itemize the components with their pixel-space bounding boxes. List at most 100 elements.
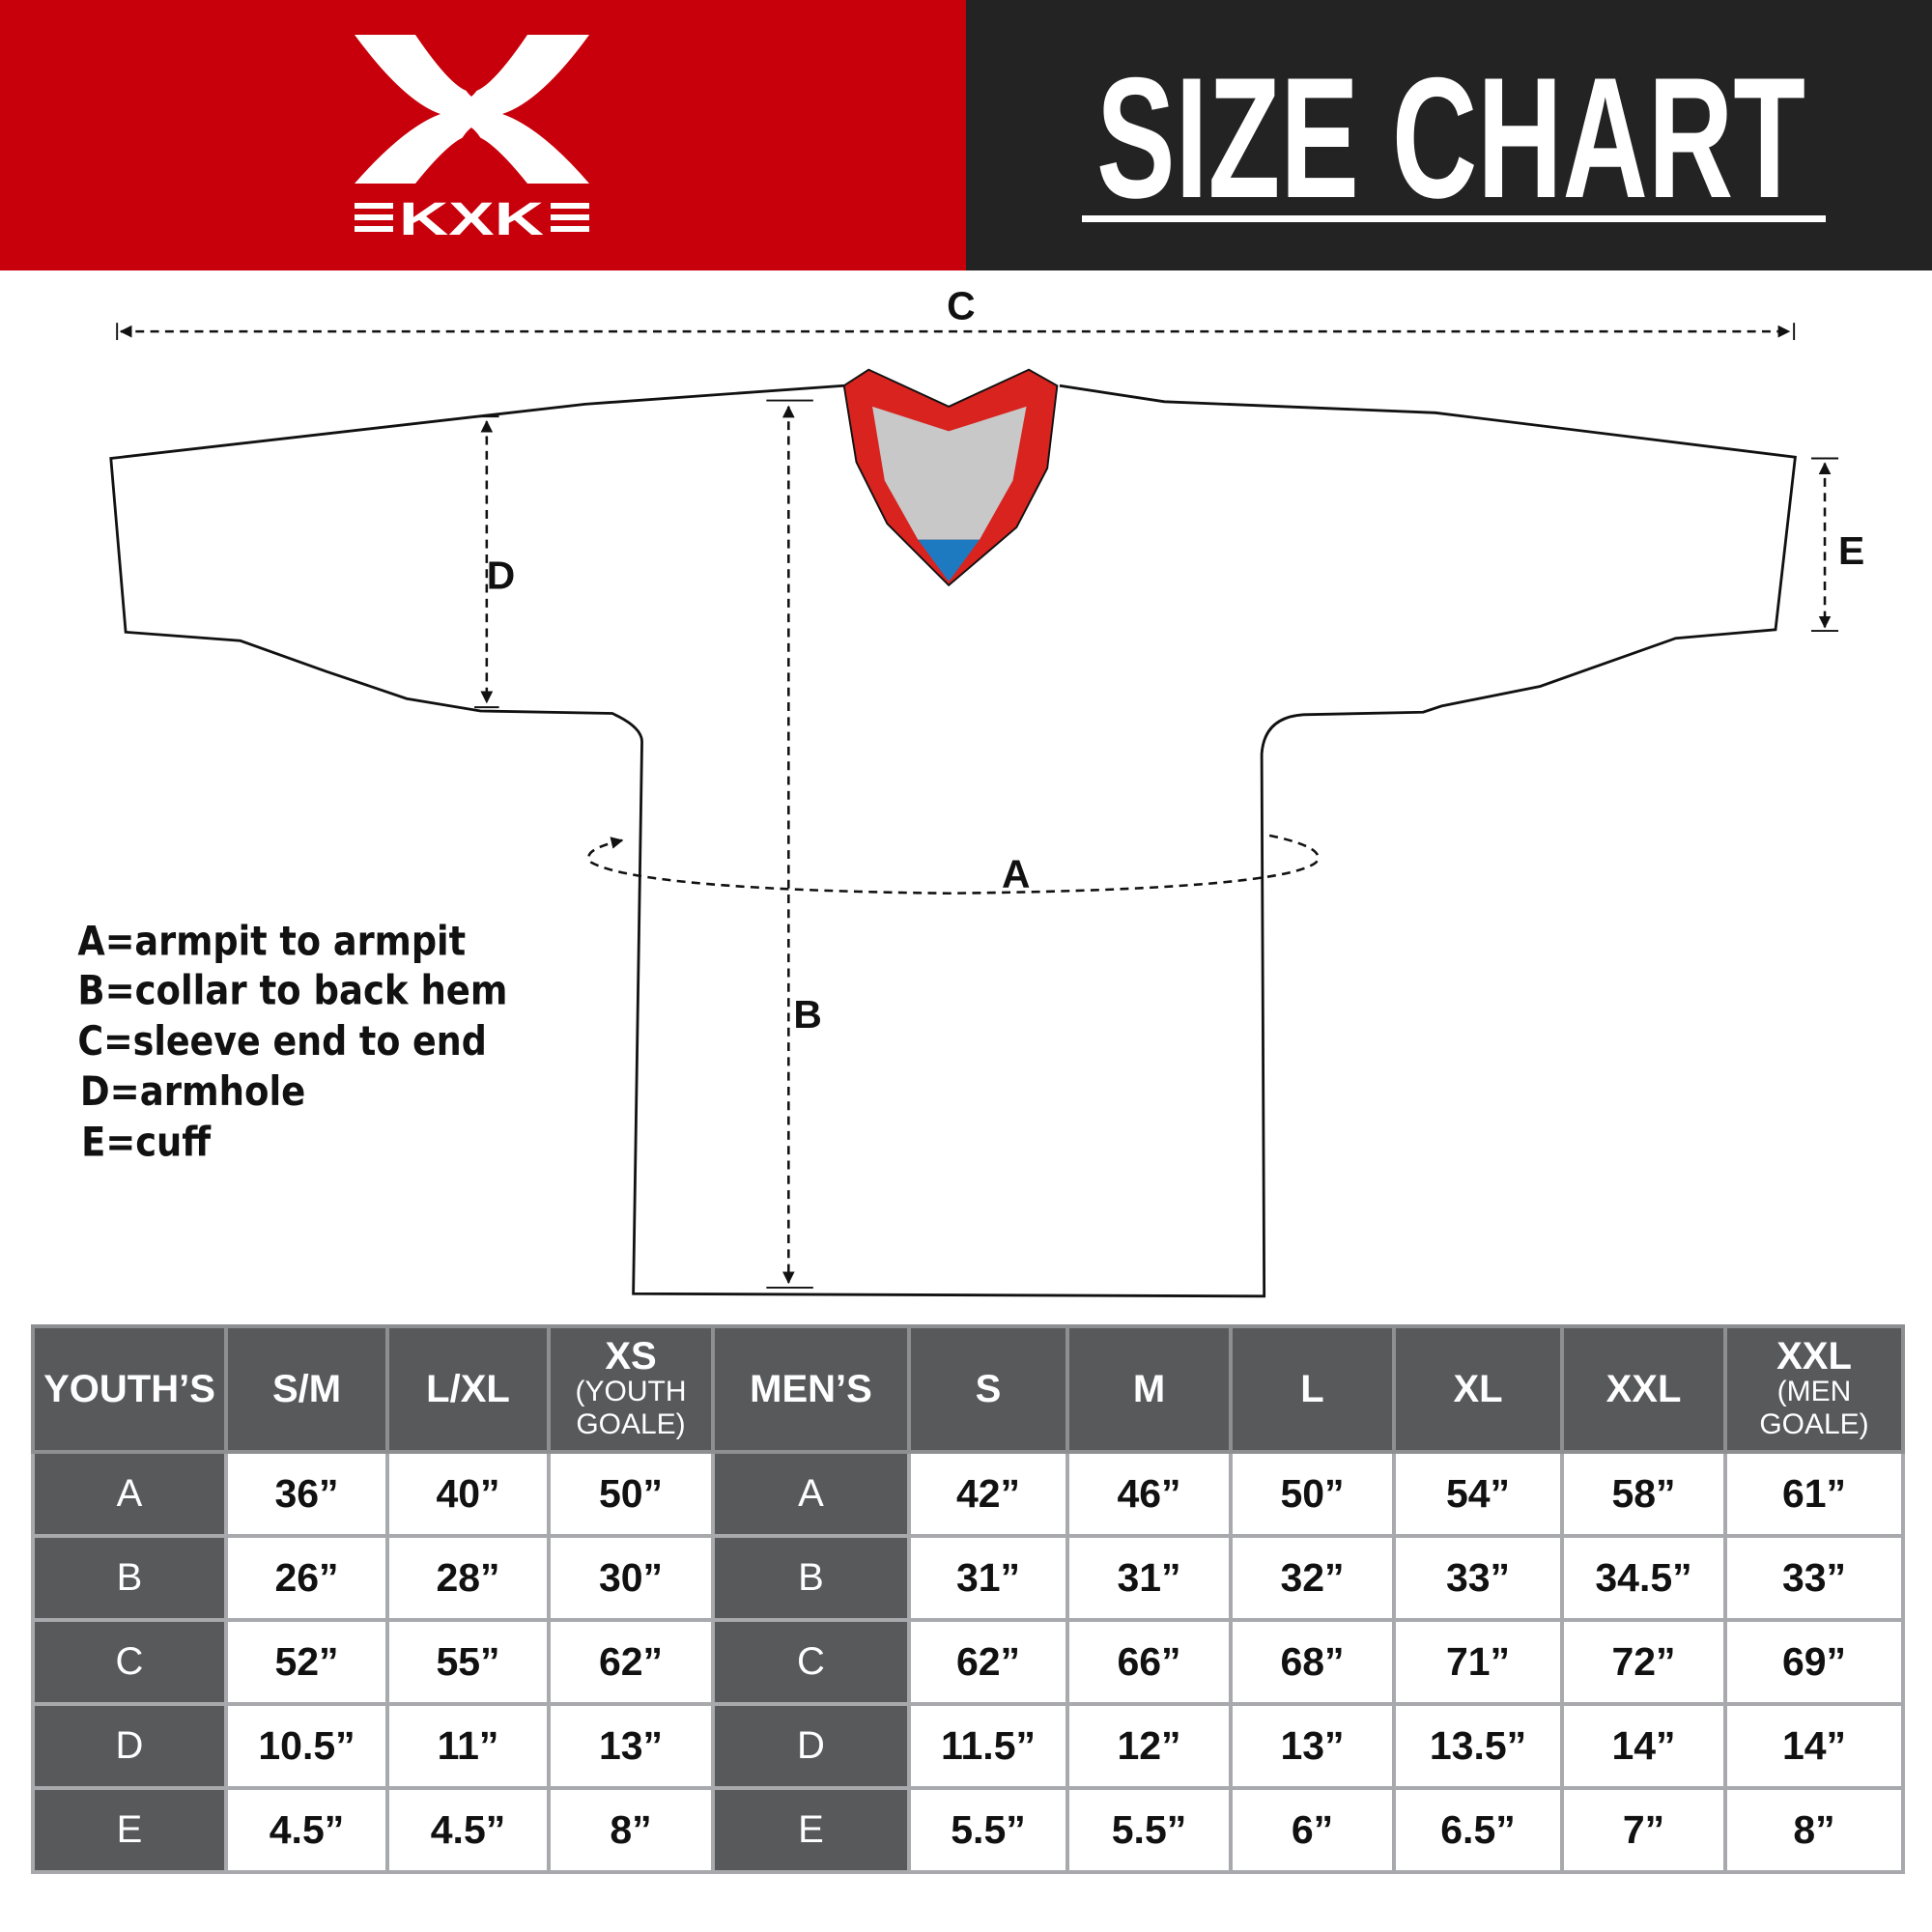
dimension-a-line xyxy=(587,834,1320,895)
table-row: B 26” 28” 30” B 31” 31” 32” 33” 34.5” 33” xyxy=(31,1534,1905,1622)
legend-item: A=armpit to armpit xyxy=(77,918,466,965)
men-size-header: L xyxy=(1229,1324,1396,1454)
row-label: A xyxy=(711,1450,911,1538)
collar-tip xyxy=(918,539,980,582)
size-sublabel: (MEN GOALE) xyxy=(1759,1375,1869,1441)
size-label: XXL xyxy=(1776,1334,1852,1378)
youth-value-cell: 26” xyxy=(224,1534,389,1622)
label-a: A xyxy=(1002,851,1030,895)
legend-item: D=armhole xyxy=(80,1067,305,1115)
size-label: YOUTH’S xyxy=(43,1368,215,1410)
legend-item: E=cuff xyxy=(81,1118,212,1165)
men-value-cell: 42” xyxy=(907,1450,1069,1538)
page-title: SIZE CHART xyxy=(1096,42,1805,234)
youth-value-cell: 8” xyxy=(547,1786,715,1874)
size-label: XXL xyxy=(1605,1368,1682,1410)
size-label: MEN’S xyxy=(750,1368,872,1410)
row-label: E xyxy=(31,1786,228,1874)
men-value-cell: 5.5” xyxy=(907,1786,1069,1874)
men-value-cell: 46” xyxy=(1065,1450,1233,1538)
youth-value-cell: 4.5” xyxy=(224,1786,389,1874)
youth-value-cell: 13” xyxy=(547,1702,715,1790)
men-value-cell: 11.5” xyxy=(907,1702,1069,1790)
men-size-header: XL xyxy=(1392,1324,1564,1454)
table-row: D 10.5” 11” 13” D 11.5” 12” 13” 13.5” 14” 14” xyxy=(31,1702,1905,1790)
collar-inner xyxy=(872,406,1027,540)
men-value-cell: 33” xyxy=(1392,1534,1564,1622)
youth-size-header: S/M xyxy=(224,1324,389,1454)
men-value-cell: 14” xyxy=(1723,1702,1905,1790)
youth-value-cell: 62” xyxy=(547,1618,715,1706)
size-label: M xyxy=(1132,1368,1166,1410)
label-c: C xyxy=(947,283,975,327)
youth-value-cell: 50” xyxy=(547,1450,715,1538)
men-value-cell: 14” xyxy=(1560,1702,1727,1790)
jersey-outline xyxy=(109,384,1797,1298)
youth-value-cell: 28” xyxy=(385,1534,551,1622)
row-label: B xyxy=(711,1534,911,1622)
youth-size-header: XS (YOUTH GOALE) xyxy=(547,1324,715,1454)
men-value-cell: 69” xyxy=(1723,1618,1905,1706)
size-label: L xyxy=(1300,1368,1324,1410)
men-value-cell: 13.5” xyxy=(1392,1702,1564,1790)
youth-size-header: L/XL xyxy=(385,1324,551,1454)
men-value-cell: 58” xyxy=(1560,1450,1727,1538)
men-value-cell: 32” xyxy=(1229,1534,1396,1622)
men-value-cell: 7” xyxy=(1560,1786,1727,1874)
men-value-cell: 6.5” xyxy=(1392,1786,1564,1874)
men-size-header: S xyxy=(907,1324,1069,1454)
youth-value-cell: 52” xyxy=(224,1618,389,1706)
row-label: B xyxy=(31,1534,228,1622)
youth-value-cell: 10.5” xyxy=(224,1702,389,1790)
youth-value-cell: 30” xyxy=(547,1534,715,1622)
men-value-cell: 34.5” xyxy=(1560,1534,1727,1622)
title-block: SIZE CHART xyxy=(1082,42,1826,234)
men-value-cell: 5.5” xyxy=(1065,1786,1233,1874)
kxk-logo: KXK xyxy=(355,35,589,245)
row-label: D xyxy=(31,1702,228,1790)
men-value-cell: 31” xyxy=(1065,1534,1233,1622)
legend-item: C=sleeve end to end xyxy=(77,1017,486,1065)
men-value-cell: 33” xyxy=(1723,1534,1905,1622)
measurement-legend: A=armpit to armpit B=collar to back hem … xyxy=(77,918,507,1166)
youth-header: YOUTH’S xyxy=(31,1324,228,1454)
men-value-cell: 6” xyxy=(1229,1786,1396,1874)
row-label: E xyxy=(711,1786,911,1874)
table-row: E 4.5” 4.5” 8” E 5.5” 5.5” 6” 6.5” 7” 8” xyxy=(31,1786,1905,1874)
size-label: S xyxy=(975,1368,1002,1410)
men-value-cell: 31” xyxy=(907,1534,1069,1622)
men-size-header: XXL (MEN GOALE) xyxy=(1723,1324,1905,1454)
table-header-row: YOUTH’S S/M L/XL XS (YOUTH GOALE) MEN’S S M L XL X… xyxy=(31,1324,1905,1454)
men-value-cell: 66” xyxy=(1065,1618,1233,1706)
size-label: L/XL xyxy=(426,1368,510,1410)
men-value-cell: 72” xyxy=(1560,1618,1727,1706)
row-label: C xyxy=(31,1618,228,1706)
header-title-panel xyxy=(966,0,1932,270)
men-value-cell: 71” xyxy=(1392,1618,1564,1706)
table-row: A 36” 40” 50” A 42” 46” 50” 54” 58” 61” xyxy=(31,1450,1905,1538)
men-value-cell: 12” xyxy=(1065,1702,1233,1790)
men-value-cell: 8” xyxy=(1723,1786,1905,1874)
size-sublabel: (YOUTH GOALE) xyxy=(575,1375,687,1441)
size-label: XS xyxy=(605,1334,657,1378)
men-value-cell: 13” xyxy=(1229,1702,1396,1790)
title-underline xyxy=(1082,215,1826,222)
men-size-header: M xyxy=(1065,1324,1233,1454)
men-value-cell: 61” xyxy=(1723,1450,1905,1538)
size-table: YOUTH’S S/M L/XL XS (YOUTH GOALE) MEN’S S M L XL X… xyxy=(31,1324,1905,1874)
size-label: XL xyxy=(1453,1368,1503,1410)
row-label: A xyxy=(31,1450,228,1538)
label-b: B xyxy=(793,992,821,1037)
men-value-cell: 62” xyxy=(907,1618,1069,1706)
youth-value-cell: 36” xyxy=(224,1450,389,1538)
row-label: D xyxy=(711,1702,911,1790)
legend-item: B=collar to back hem xyxy=(77,967,507,1014)
size-label: S/M xyxy=(271,1368,342,1410)
youth-value-cell: 4.5” xyxy=(385,1786,551,1874)
table-row: C 52” 55” 62” C 62” 66” 68” 71” 72” 69” xyxy=(31,1618,1905,1706)
youth-value-cell: 40” xyxy=(385,1450,551,1538)
label-d: D xyxy=(487,554,515,598)
men-size-header: XXL xyxy=(1560,1324,1727,1454)
men-value-cell: 68” xyxy=(1229,1618,1396,1706)
